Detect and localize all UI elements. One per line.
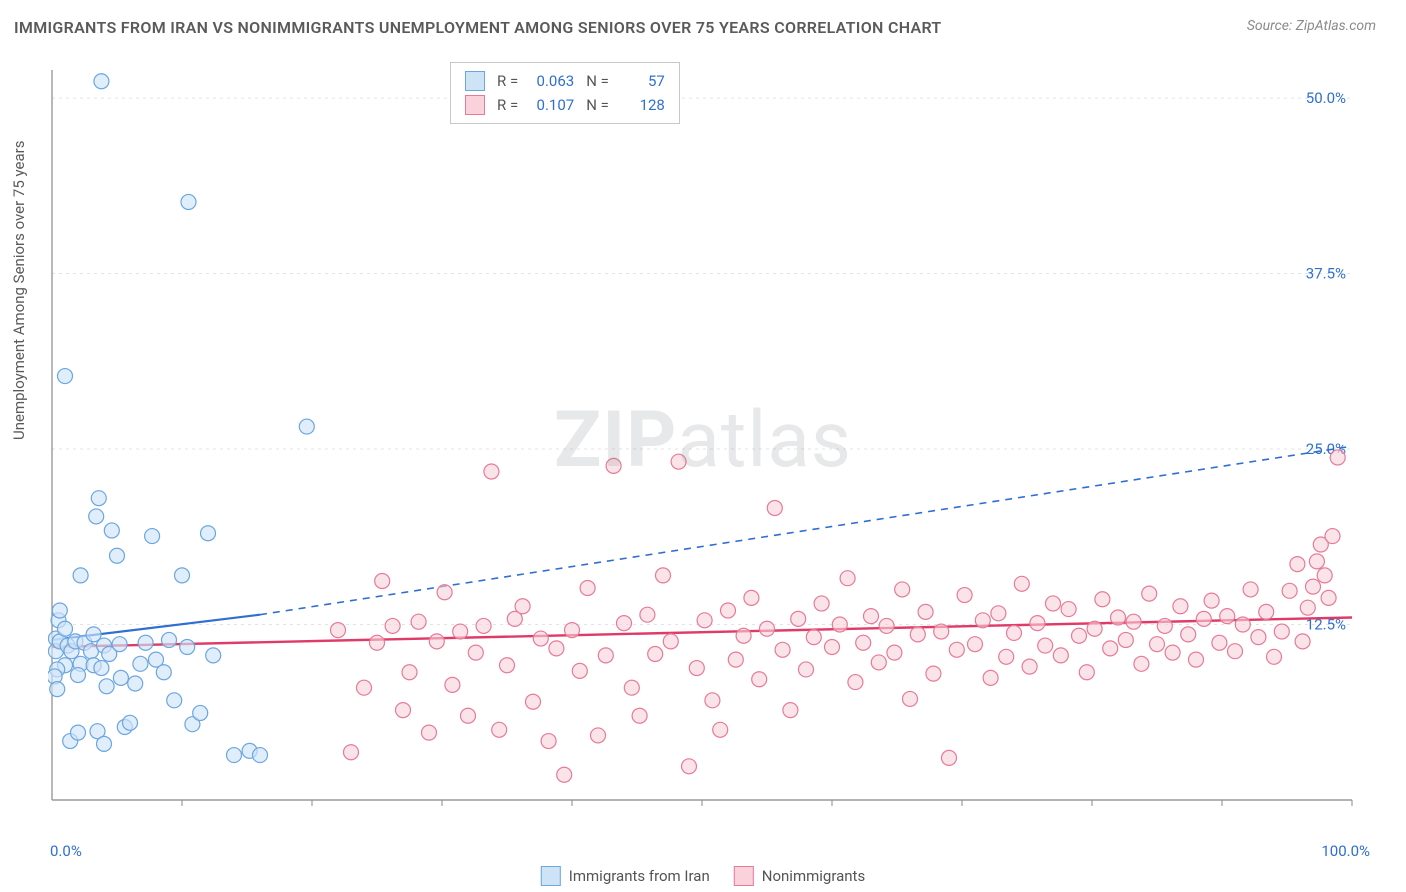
x-axis-min-label: 0.0% — [50, 842, 82, 860]
y-axis-label: Unemployment Among Seniors over 75 years — [10, 141, 28, 440]
svg-text:37.5%: 37.5% — [1306, 265, 1346, 283]
legend-row-immigrants: R = 0.063 N = 57 — [465, 69, 665, 93]
legend-item-immigrants: Immigrants from Iran — [541, 866, 710, 886]
swatch-immigrants-icon — [541, 866, 561, 886]
correlation-legend: R = 0.063 N = 57 R = 0.107 N = 128 — [450, 62, 680, 124]
legend-label-nonimmigrants: Nonimmigrants — [762, 867, 865, 885]
swatch-immigrants — [465, 71, 485, 91]
legend-item-nonimmigrants: Nonimmigrants — [734, 866, 865, 886]
chart-title: IMMIGRANTS FROM IRAN VS NONIMMIGRANTS UN… — [14, 18, 942, 37]
swatch-nonimmigrants-icon — [734, 866, 754, 886]
x-axis-max-label: 100.0% — [1321, 842, 1370, 860]
swatch-nonimmigrants — [465, 95, 485, 115]
scatter-chart: 12.5%25.0%37.5%50.0% — [48, 60, 1358, 830]
series-legend: Immigrants from Iran Nonimmigrants — [541, 866, 865, 886]
legend-row-nonimmigrants: R = 0.107 N = 128 — [465, 93, 665, 117]
legend-label-immigrants: Immigrants from Iran — [569, 867, 710, 885]
svg-text:50.0%: 50.0% — [1306, 89, 1346, 107]
source-attribution: Source: ZipAtlas.com — [1247, 18, 1376, 34]
chart-area: ZIPatlas 12.5%25.0%37.5%50.0% — [48, 60, 1358, 830]
